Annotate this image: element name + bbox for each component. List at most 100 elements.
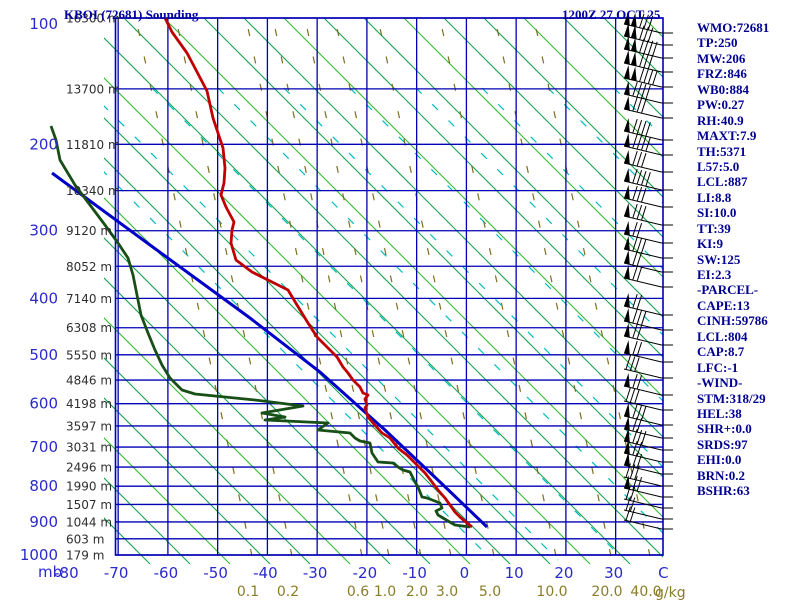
dry-adiabat-line bbox=[104, 437, 231, 564]
height-label: 7140 m bbox=[66, 292, 112, 306]
background-reference-lines bbox=[104, 18, 663, 564]
moist-adiabat-line bbox=[104, 105, 559, 561]
mixing-ratio-axis-label: 1.0 bbox=[374, 584, 396, 600]
temperature-trace bbox=[163, 17, 473, 529]
height-label: 1990 m bbox=[66, 480, 112, 494]
height-label: 4846 m bbox=[66, 374, 112, 388]
mixing-ratio-line bbox=[379, 27, 495, 557]
height-label: 2496 m bbox=[66, 461, 112, 475]
stat-line: TT:39 bbox=[697, 220, 731, 236]
pressure-axis-label: 200 bbox=[29, 135, 58, 153]
wind-barb bbox=[623, 452, 673, 475]
pressure-axis-unit: mb bbox=[38, 563, 62, 581]
parcel-trace bbox=[51, 171, 489, 529]
mixing-ratio-line bbox=[274, 27, 390, 557]
wind-barb bbox=[623, 416, 673, 439]
wind-barb bbox=[623, 236, 673, 259]
dry-adiabat-line bbox=[104, 237, 431, 564]
wind-barb bbox=[623, 203, 673, 226]
stat-line: CAP:8.7 bbox=[697, 344, 745, 360]
sounding-timestamp: 1200Z 27 OCT 25 bbox=[562, 7, 661, 22]
temperature-axis-label: 30 bbox=[604, 564, 623, 582]
stat-line: KI:9 bbox=[697, 236, 723, 252]
pressure-axis-label: 700 bbox=[29, 438, 58, 456]
dry-adiabat-line bbox=[104, 197, 471, 564]
pressure-axis-label: 900 bbox=[29, 513, 58, 531]
stat-line: CAPE:13 bbox=[697, 297, 750, 313]
stat-line: LCL:887 bbox=[697, 174, 748, 190]
dry-adiabat-line bbox=[323, 18, 663, 358]
pressure-axis-label: 100 bbox=[29, 15, 58, 33]
wind-barb-column bbox=[623, 11, 673, 530]
wind-barb bbox=[623, 475, 673, 498]
dewpoint-trace bbox=[49, 125, 471, 529]
height-label: 8052 m bbox=[66, 260, 112, 274]
stat-line: L57:5.0 bbox=[697, 158, 740, 174]
wind-barb bbox=[623, 265, 673, 288]
stat-line: HEL:38 bbox=[697, 405, 742, 421]
stat-line: SRDS:97 bbox=[697, 436, 748, 452]
height-label: 10340 m bbox=[66, 184, 120, 198]
stat-line: -WIND- bbox=[697, 375, 743, 391]
stat-line: EI:2.3 bbox=[697, 267, 732, 282]
wind-barb bbox=[623, 36, 673, 59]
moist-adiabat-line bbox=[151, 87, 625, 561]
wind-barb bbox=[623, 428, 673, 451]
stat-line: EHI:0.0 bbox=[697, 452, 742, 468]
moist-adiabat-line bbox=[217, 87, 663, 534]
temperature-axis-label: -80 bbox=[54, 564, 79, 582]
wind-barb bbox=[623, 373, 673, 396]
height-label: 179 m bbox=[66, 549, 104, 563]
wind-barb bbox=[623, 221, 673, 244]
temperature-axis-label: 10 bbox=[505, 564, 524, 582]
height-label: 3031 m bbox=[66, 441, 112, 455]
wind-barb bbox=[623, 485, 673, 509]
wind-barb bbox=[623, 168, 673, 191]
dry-adiabat-line bbox=[203, 18, 663, 478]
stat-line: STM:318/29 bbox=[697, 390, 766, 406]
mixing-ratio-axis-label: 2.0 bbox=[406, 584, 428, 600]
temperature-axis-label: -50 bbox=[203, 564, 228, 582]
dry-adiabat-line bbox=[104, 117, 551, 564]
dry-adiabat-line bbox=[563, 18, 663, 118]
pressure-axis-label: 400 bbox=[29, 289, 58, 307]
stat-line: WMO:72681 bbox=[697, 20, 770, 35]
stat-line: BSHR:63 bbox=[697, 483, 750, 499]
dry-adiabat-line bbox=[104, 37, 631, 564]
dry-adiabat-line bbox=[523, 18, 663, 158]
pressure-axis-label: 1000 bbox=[20, 546, 58, 564]
wind-barb bbox=[623, 463, 673, 487]
temperature-axis-label: -60 bbox=[154, 564, 179, 582]
stat-line: CINH:59786 bbox=[697, 313, 768, 329]
dry-adiabat-line bbox=[104, 77, 591, 564]
height-label: 1044 m bbox=[66, 515, 112, 529]
height-label: 6308 m bbox=[66, 321, 112, 335]
wind-barb bbox=[623, 403, 673, 426]
height-label: 13700 m bbox=[66, 82, 120, 96]
wind-barb bbox=[623, 185, 673, 208]
dry-adiabat-line bbox=[104, 397, 271, 564]
wind-barb bbox=[623, 308, 673, 331]
mixing-ratio-line bbox=[496, 27, 612, 557]
dry-adiabat-line bbox=[403, 18, 663, 278]
stat-line: SHR+:0.0 bbox=[697, 421, 752, 437]
wind-barb bbox=[623, 387, 673, 411]
dry-adiabat-line bbox=[104, 157, 511, 564]
mixing-ratio-line bbox=[137, 27, 253, 557]
stat-line: -PARCEL- bbox=[697, 282, 759, 298]
wind-barb bbox=[623, 133, 673, 156]
dry-adiabat-line bbox=[283, 18, 663, 398]
stat-line: FRZ:846 bbox=[697, 66, 747, 82]
mixing-ratio-axis-label: 0.6 bbox=[347, 584, 369, 600]
stat-line: LFC:-1 bbox=[697, 359, 739, 375]
mixing-ratio-line bbox=[247, 27, 363, 557]
stat-line: MAXT:7.9 bbox=[697, 128, 757, 144]
mixing-ratio-line bbox=[336, 27, 452, 557]
temperature-axis-label: -30 bbox=[303, 564, 328, 582]
temperature-axis-label: -10 bbox=[402, 564, 427, 582]
wind-barb bbox=[623, 96, 673, 119]
stat-line: SW:125 bbox=[697, 251, 741, 267]
wind-barb bbox=[623, 118, 673, 141]
mixing-ratio-axis-label: 3.0 bbox=[436, 584, 458, 600]
